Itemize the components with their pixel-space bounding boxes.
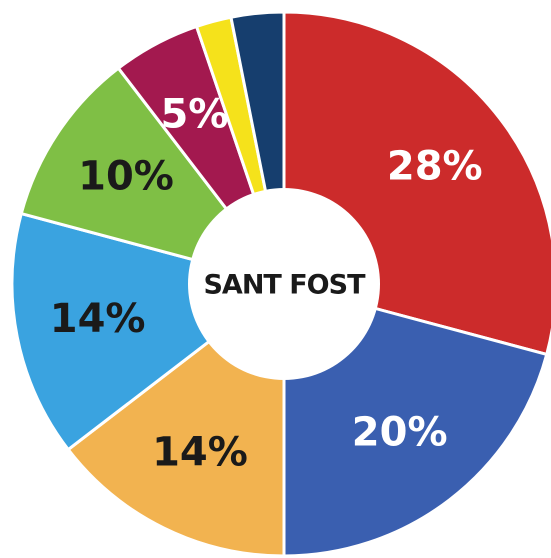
data-label: 28% [387,143,483,189]
data-label: 5% [160,91,228,137]
data-label: 20% [352,410,448,456]
data-label: 10% [78,153,174,199]
center-label: SANT FOST [203,270,366,301]
data-label: 14% [152,429,248,475]
data-label: 14% [50,296,146,342]
donut-hole [188,188,380,380]
